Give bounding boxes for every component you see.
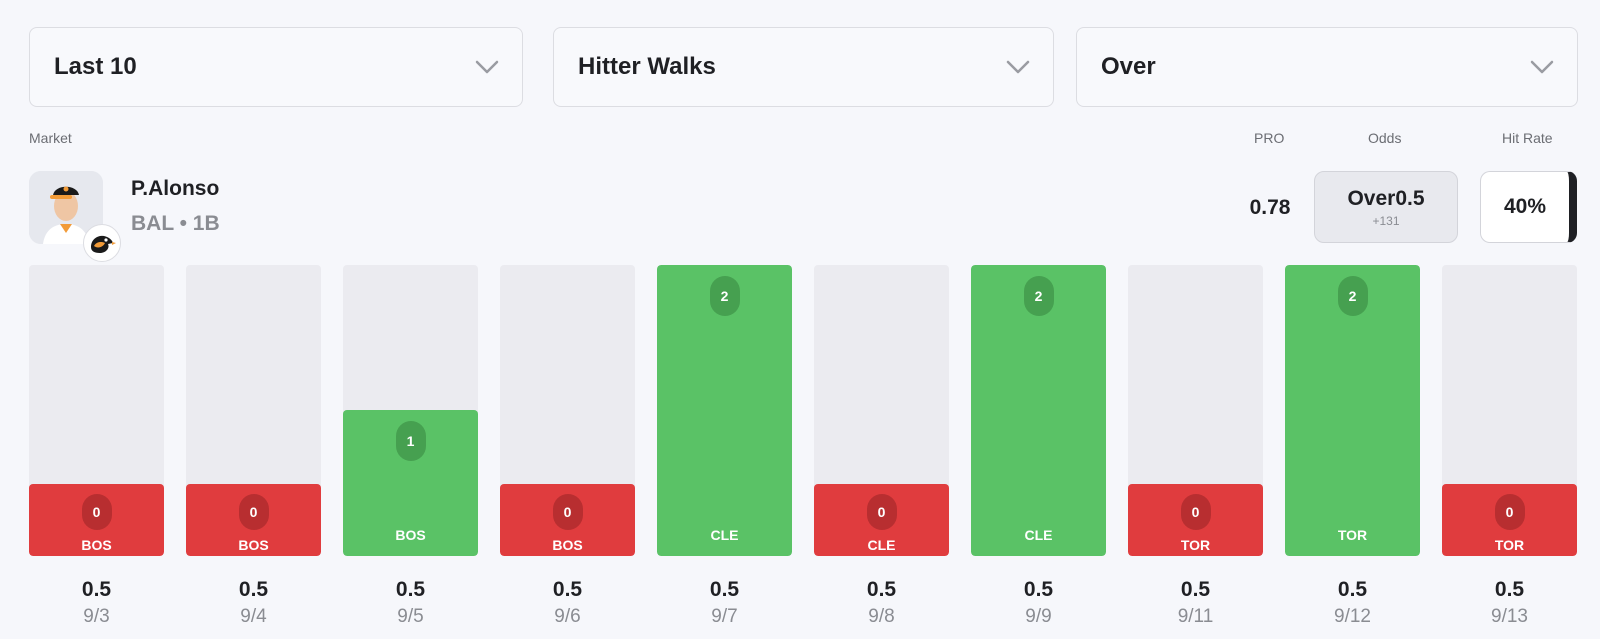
range-dropdown-label: Last 10 <box>54 53 137 80</box>
chevron-down-icon <box>1006 60 1030 74</box>
bar-track: 2 CLE <box>657 265 792 556</box>
opponent-label: TOR <box>1180 537 1211 553</box>
prop-line: 0.5 <box>1023 578 1054 601</box>
opponent-label: BOS <box>552 537 583 553</box>
game-column[interactable]: 0 CLE 0.5 9/8 <box>814 265 949 639</box>
odds-header: Odds <box>1368 130 1402 146</box>
market-header: Market <box>29 130 72 146</box>
stat-value-badge: 0 <box>1180 494 1211 530</box>
game-column[interactable]: 0 BOS 0.5 9/3 <box>29 265 164 639</box>
side-dropdown[interactable]: Over <box>1076 27 1578 107</box>
miss-bar: 0 BOS <box>186 484 321 556</box>
hit-bar: 1 BOS <box>343 410 478 556</box>
game-column[interactable]: 2 TOR 0.5 9/12 <box>1285 265 1420 639</box>
opponent-label: CLE <box>1024 527 1053 543</box>
game-column[interactable]: 2 CLE 0.5 9/9 <box>971 265 1106 639</box>
prop-line: 0.5 <box>1494 578 1525 601</box>
bar-track: 0 BOS <box>500 265 635 556</box>
game-column[interactable]: 1 BOS 0.5 9/5 <box>343 265 478 639</box>
prop-line: 0.5 <box>81 578 112 601</box>
bar-track: 0 TOR <box>1128 265 1263 556</box>
market-dropdown[interactable]: Hitter Walks <box>553 27 1054 107</box>
game-column[interactable]: 0 TOR 0.5 9/11 <box>1128 265 1263 639</box>
game-date: 9/9 <box>1025 606 1052 627</box>
miss-bar: 0 BOS <box>500 484 635 556</box>
prop-line: 0.5 <box>709 578 740 601</box>
bar-track: 0 CLE <box>814 265 949 556</box>
hit-rate-value: 40% <box>1480 171 1577 243</box>
prop-line: 0.5 <box>1180 578 1211 601</box>
game-date: 9/13 <box>1491 606 1528 627</box>
pro-value: 0.78 <box>1249 196 1291 219</box>
bar-track: 2 CLE <box>971 265 1106 556</box>
game-log-chart: 0 BOS 0.5 9/3 0 BOS 0.5 9/4 1 BOS 0.5 9/5 0 BOS 0.5 9/6… <box>29 265 1580 639</box>
game-date: 9/7 <box>711 606 738 627</box>
game-column[interactable]: 2 CLE 0.5 9/7 <box>657 265 792 639</box>
stat-value-badge: 1 <box>395 421 426 461</box>
opponent-label: CLE <box>710 527 739 543</box>
side-dropdown-label: Over <box>1101 53 1156 80</box>
game-date: 9/8 <box>868 606 895 627</box>
game-date: 9/11 <box>1177 606 1214 627</box>
player-team-position: BAL • 1B <box>131 212 220 235</box>
game-column[interactable]: 0 BOS 0.5 9/6 <box>500 265 635 639</box>
odds-price: +131 <box>1372 213 1400 228</box>
bar-track: 1 BOS <box>343 265 478 556</box>
opponent-label: TOR <box>1337 527 1368 543</box>
miss-bar: 0 TOR <box>1442 484 1577 556</box>
opponent-label: TOR <box>1494 537 1525 553</box>
range-dropdown[interactable]: Last 10 <box>29 27 523 107</box>
hit-bar: 2 TOR <box>1285 265 1420 556</box>
prop-line: 0.5 <box>395 578 426 601</box>
chevron-down-icon <box>1530 60 1554 74</box>
stat-value-badge: 2 <box>1337 276 1368 316</box>
stat-value-badge: 0 <box>1494 494 1525 530</box>
stat-value-badge: 0 <box>866 494 897 530</box>
hit-bar: 2 CLE <box>657 265 792 556</box>
miss-bar: 0 TOR <box>1128 484 1263 556</box>
miss-bar: 0 BOS <box>29 484 164 556</box>
stat-value-badge: 2 <box>1023 276 1054 316</box>
stat-value-badge: 0 <box>238 494 269 530</box>
team-logo-icon <box>83 224 121 262</box>
bar-track: 0 BOS <box>29 265 164 556</box>
player-name[interactable]: P.Alonso <box>131 177 220 200</box>
chevron-down-icon <box>475 60 499 74</box>
prop-line: 0.5 <box>1337 578 1368 601</box>
hit-rate-header: Hit Rate <box>1502 130 1553 146</box>
prop-line: 0.5 <box>552 578 583 601</box>
stat-value-badge: 0 <box>552 494 583 530</box>
hit-bar: 2 CLE <box>971 265 1106 556</box>
stat-value-badge: 2 <box>709 276 740 316</box>
prop-line: 0.5 <box>866 578 897 601</box>
prop-line: 0.5 <box>238 578 269 601</box>
odds-line: Over0.5 <box>1347 186 1425 210</box>
pro-header: PRO <box>1254 130 1285 146</box>
game-date: 9/3 <box>83 606 110 627</box>
player-avatar <box>29 171 103 244</box>
game-column[interactable]: 0 TOR 0.5 9/13 <box>1442 265 1577 639</box>
market-dropdown-label: Hitter Walks <box>578 53 716 80</box>
game-date: 9/12 <box>1334 606 1371 627</box>
miss-bar: 0 CLE <box>814 484 949 556</box>
game-date: 9/5 <box>397 606 424 627</box>
bar-track: 0 BOS <box>186 265 321 556</box>
game-date: 9/6 <box>554 606 581 627</box>
opponent-label: BOS <box>81 537 112 553</box>
opponent-label: CLE <box>867 537 896 553</box>
odds-button[interactable]: Over0.5 +131 <box>1314 171 1458 243</box>
bar-track: 2 TOR <box>1285 265 1420 556</box>
game-column[interactable]: 0 BOS 0.5 9/4 <box>186 265 321 639</box>
stat-value-badge: 0 <box>81 494 112 530</box>
opponent-label: BOS <box>395 527 426 543</box>
game-date: 9/4 <box>240 606 267 627</box>
bar-track: 0 TOR <box>1442 265 1577 556</box>
opponent-label: BOS <box>238 537 269 553</box>
